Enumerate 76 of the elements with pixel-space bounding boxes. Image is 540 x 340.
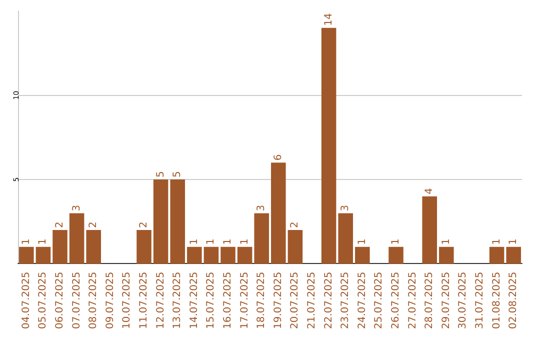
bar (506, 246, 521, 264)
x-tick-label: 09.07.2025 (104, 272, 116, 330)
data-label: 1 (239, 238, 250, 245)
x-tick-label: 20.07.2025 (290, 272, 301, 330)
x-tick-label: 13.07.2025 (172, 272, 184, 330)
x-tick-label: 29.07.2025 (440, 272, 452, 330)
data-label: 1 (491, 238, 502, 245)
data-label: 1 (508, 238, 520, 245)
x-tick-label: 08.07.2025 (88, 272, 100, 330)
data-label: 14 (323, 13, 334, 26)
data-label: 5 (155, 171, 166, 178)
bar (254, 213, 269, 264)
bar (36, 246, 51, 264)
bar (439, 246, 454, 264)
x-tick-label: 04.07.2025 (20, 272, 32, 330)
bar (237, 246, 252, 264)
bar (170, 179, 185, 264)
data-label: 2 (54, 222, 66, 228)
bar (153, 179, 168, 264)
x-tick-label: 21.07.2025 (306, 272, 318, 330)
data-label: 1 (440, 238, 452, 245)
data-label: 1 (390, 238, 402, 245)
x-tick-label: 07.07.2025 (71, 272, 82, 330)
data-label: 1 (222, 238, 234, 245)
data-label: 6 (272, 154, 284, 161)
data-label: 5 (172, 171, 184, 178)
data-label: 1 (188, 238, 200, 245)
x-tick-label: 26.07.2025 (390, 272, 402, 330)
bar (86, 230, 101, 264)
x-tick-label: 17.07.2025 (239, 272, 250, 330)
bar (52, 230, 68, 264)
bar (19, 246, 34, 264)
x-tick-label: 11.07.2025 (138, 272, 150, 330)
bar (220, 246, 236, 264)
x-tick-label: 14.07.2025 (188, 272, 200, 330)
x-tick-label: 18.07.2025 (256, 272, 268, 330)
x-tick-label: 27.07.2025 (407, 272, 418, 330)
bar (69, 213, 84, 264)
x-tick-label: 16.07.2025 (222, 272, 234, 330)
data-label: 1 (20, 238, 32, 245)
bar (338, 213, 353, 264)
bar (271, 162, 286, 264)
data-label: 1 (356, 238, 368, 245)
x-tick-label: 24.07.2025 (356, 272, 368, 330)
data-label: 2 (88, 222, 100, 228)
data-label: 1 (38, 238, 49, 245)
x-tick-label: 06.07.2025 (54, 272, 66, 330)
data-label: 3 (71, 204, 82, 212)
x-tick-label: 25.07.2025 (374, 272, 385, 330)
x-tick-label: 19.07.2025 (272, 272, 284, 330)
data-label: 1 (206, 238, 217, 245)
bar (321, 28, 336, 264)
x-tick-label: 01.08.2025 (491, 272, 502, 330)
data-label: 2 (138, 222, 150, 228)
data-label: 2 (290, 222, 301, 228)
bar (489, 246, 504, 264)
x-tick-label: 05.07.2025 (38, 272, 49, 330)
x-tick-label: 15.07.2025 (206, 272, 217, 330)
data-label: 3 (340, 204, 352, 212)
data-label: 4 (424, 188, 436, 194)
x-tick-label: 12.07.2025 (155, 272, 166, 330)
bar (355, 246, 370, 264)
bar (422, 196, 437, 264)
x-tick-label: 31.07.2025 (474, 272, 486, 330)
x-tick-label: 30.07.2025 (458, 272, 469, 330)
x-tick-label: 22.07.2025 (323, 272, 334, 330)
bar (136, 230, 152, 264)
bar (204, 246, 219, 264)
data-label: 3 (256, 204, 268, 212)
bar (187, 246, 202, 264)
x-tick-label: 28.07.2025 (424, 272, 436, 330)
bar (288, 230, 303, 264)
bar (388, 246, 404, 264)
x-tick-label: 10.07.2025 (122, 272, 133, 330)
x-tick-label: 23.07.2025 (340, 272, 352, 330)
x-tick-label: 02.08.2025 (508, 272, 520, 330)
